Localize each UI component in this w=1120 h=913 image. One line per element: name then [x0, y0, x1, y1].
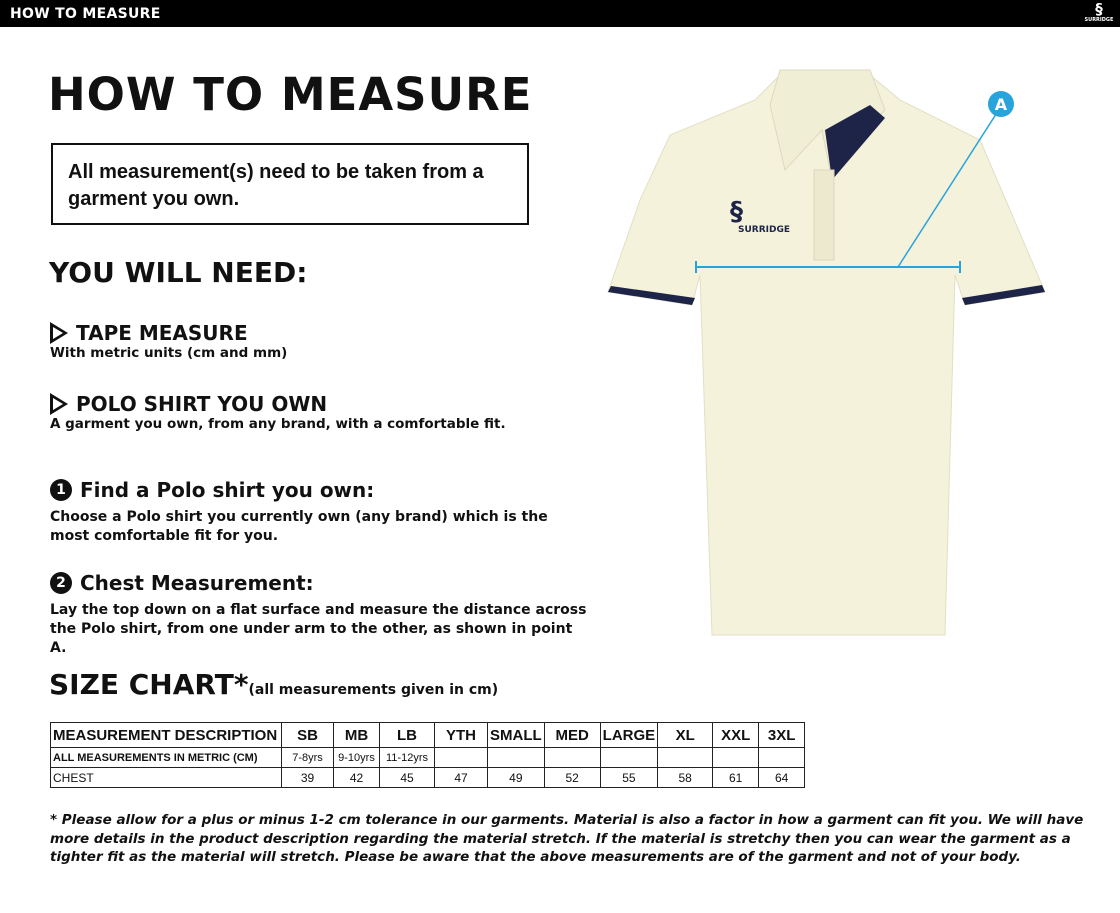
table-row: CHEST 39 42 45 47 49 52 55 58 61 64	[50, 767, 806, 788]
cell	[487, 747, 545, 768]
step-title: Find a Polo shirt you own:	[80, 478, 375, 502]
row-label: CHEST	[50, 767, 282, 788]
page-title: HOW TO MEASURE	[48, 68, 533, 121]
table-row: ALL MEASUREMENTS IN METRIC (CM) 7-8yrs 9…	[50, 747, 806, 768]
cell: 39	[281, 767, 334, 788]
size-chart-subtitle: (all measurements given in cm)	[248, 682, 499, 698]
step-2: 2 Chest Measurement: Lay the top down on …	[50, 571, 590, 658]
header-cell: 3XL	[758, 722, 806, 748]
cell	[599, 747, 659, 768]
need-desc: A garment you own, from any brand, with …	[50, 416, 506, 432]
shirt-logo-icon: §	[730, 197, 743, 227]
triangle-icon	[50, 393, 68, 415]
cell: 7-8yrs	[281, 747, 334, 768]
sleeve-trim-right	[962, 285, 1045, 305]
cell: 45	[379, 767, 435, 788]
need-desc: With metric units (cm and mm)	[50, 345, 288, 361]
top-bar-title: HOW TO MEASURE	[10, 6, 161, 22]
header-cell: MED	[543, 722, 601, 748]
row-label: ALL MEASUREMENTS IN METRIC (CM)	[50, 747, 282, 768]
cell: 9-10yrs	[333, 747, 380, 768]
you-will-need-heading: YOU WILL NEED:	[49, 256, 308, 289]
step-desc: Lay the top down on a flat surface and m…	[50, 602, 587, 656]
size-chart-table: MEASUREMENT DESCRIPTION SB MB LB YTH SMA…	[50, 722, 806, 788]
cell	[712, 747, 760, 768]
step-number-icon: 2	[50, 572, 72, 594]
step-1: 1 Find a Polo shirt you own: Choose a Pol…	[50, 478, 590, 546]
cell: 52	[543, 767, 601, 788]
cell: 47	[434, 767, 488, 788]
cell: 55	[599, 767, 659, 788]
shirt-body	[607, 74, 1046, 636]
top-bar: HOW TO MEASURE § SURRIDGE	[0, 0, 1120, 27]
surridge-logo: § SURRIDGE	[1084, 0, 1114, 24]
pointer-line	[897, 107, 1001, 268]
footnote: * Please allow for a plus or minus 1-2 c…	[50, 812, 1084, 865]
need-polo-shirt: POLO SHIRT YOU OWN A garment you own, fr…	[50, 392, 506, 432]
cell: 49	[487, 767, 545, 788]
collar-trim	[825, 105, 885, 180]
size-chart-title: SIZE CHART*(all measurements given in cm…	[49, 668, 499, 701]
triangle-icon	[50, 322, 68, 344]
sleeve-trim-left	[608, 286, 695, 305]
cell: 58	[657, 767, 714, 788]
cell: 61	[712, 767, 760, 788]
need-title: POLO SHIRT YOU OWN	[76, 392, 328, 416]
header-cell: XL	[657, 722, 714, 748]
header-cell: SMALL	[487, 722, 545, 748]
need-title: TAPE MEASURE	[76, 321, 248, 345]
cell	[543, 747, 601, 768]
step-desc: Choose a Polo shirt you currently own (a…	[50, 509, 548, 544]
header-cell: MEASUREMENT DESCRIPTION	[50, 722, 282, 748]
collar	[769, 69, 886, 172]
cell: 64	[758, 767, 806, 788]
header-cell: LARGE	[599, 722, 659, 748]
header-cell: YTH	[434, 722, 488, 748]
header-cell: LB	[379, 722, 435, 748]
table-header-row: MEASUREMENT DESCRIPTION SB MB LB YTH SMA…	[50, 722, 806, 748]
placket	[813, 169, 835, 261]
header-cell: XXL	[712, 722, 760, 748]
header-cell: MB	[333, 722, 380, 748]
polo-shirt-diagram: SURRIDGE § A	[607, 69, 1046, 636]
cell	[657, 747, 714, 768]
cell	[434, 747, 488, 768]
need-tape-measure: TAPE MEASURE With metric units (cm and m…	[50, 321, 287, 361]
step-number-icon: 1	[50, 479, 72, 501]
header-cell: SB	[281, 722, 334, 748]
cell	[758, 747, 806, 768]
cell: 11-12yrs	[379, 747, 435, 768]
step-title: Chest Measurement:	[80, 571, 314, 595]
point-a-label: A	[995, 95, 1008, 114]
cell: 42	[333, 767, 380, 788]
point-a-marker	[988, 91, 1014, 117]
shirt-logo: SURRIDGE	[738, 225, 790, 235]
note-box: All measurement(s) need to be taken from…	[51, 143, 529, 225]
